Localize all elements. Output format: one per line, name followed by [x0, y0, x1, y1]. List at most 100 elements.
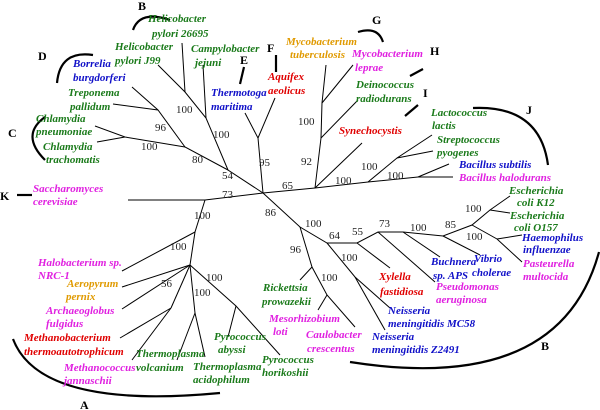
taxon-label: Aquifex aeolicus [267, 71, 305, 97]
taxon-label-line: pylori J99 [114, 55, 161, 67]
bootstrap-value: 73 [222, 189, 234, 201]
taxon-label: Synechocystis [339, 125, 402, 137]
edge [489, 209, 511, 214]
bootstrap-value: 100 [341, 252, 358, 264]
taxon-label: Vibrio cholerae [472, 253, 511, 279]
clade-letter: D [38, 49, 47, 63]
edge [314, 142, 363, 189]
bootstrap-value: 65 [282, 180, 294, 192]
clade-letter: I [423, 86, 428, 100]
clade-bracket-h [409, 68, 424, 77]
clade-bracket-e [238, 66, 246, 85]
edge [119, 307, 172, 339]
bootstrap-value: 64 [329, 230, 341, 242]
edge [402, 231, 441, 258]
taxon-label-line: Pseudomonas [436, 281, 499, 293]
bootstrap-value: 100 [298, 116, 315, 128]
taxon-label-line: multocida [523, 271, 569, 283]
taxon-label: Borrelia burgdorferi [72, 58, 127, 84]
edge [202, 64, 207, 119]
edge [320, 99, 359, 139]
taxon-label: Buchnera sp. APS [430, 256, 477, 282]
edge [317, 294, 328, 311]
taxon-label-line: Rickettsia [262, 282, 308, 294]
taxon-label-line: Bacillus halodurans [458, 172, 551, 184]
taxon-label-line: Saccharomyces [33, 183, 103, 195]
bootstrap-value: 100 [206, 272, 223, 284]
taxon-label-line: Halobacterium sp. [37, 257, 122, 269]
taxon-label-line: burgdorferi [73, 72, 127, 84]
taxon-label-line: tuberculosis [290, 49, 345, 61]
taxon-label-line: coli K12 [517, 197, 555, 209]
taxon-label: Caulobacter crescentus [306, 329, 362, 355]
taxon-label-line: pyogenes [436, 147, 479, 159]
taxon-label-line: Borrelia [72, 58, 111, 70]
bootstrap-value: 100 [194, 210, 211, 222]
edge [131, 307, 172, 361]
taxon-label-line: Vibrio [474, 253, 503, 265]
clade-letter: H [430, 44, 440, 58]
bootstrap-value: 100 [466, 231, 483, 243]
taxon-label-line: Mycobacterium [285, 36, 357, 48]
clade-bracket-d [55, 53, 94, 84]
taxon-label-line: pallidum [69, 101, 111, 113]
edge [121, 264, 191, 310]
edge [157, 64, 264, 194]
taxon-label-line: maritima [211, 101, 253, 113]
taxon-label-line: meningitidis Z2491 [372, 344, 460, 356]
taxon-label-line: volcanium [136, 362, 184, 374]
clade-letter: G [372, 13, 381, 27]
taxon-label-line: Escherichia [508, 185, 564, 197]
taxon-label-line: Campylobacter [191, 43, 260, 55]
taxon-label-line: Lactococcus [430, 107, 487, 119]
taxon-label-line: Mycobacterium [351, 48, 423, 60]
bootstrap-value: 100 [410, 222, 427, 234]
taxon-label-line: crescentus [307, 343, 355, 355]
taxon-label-line: Thermoplasma [136, 348, 205, 360]
taxon-label-line: radiodurans [356, 93, 412, 105]
edge [170, 264, 191, 309]
taxon-label-line: Chlamydia [36, 113, 86, 125]
taxon-label: Halobacterium sp.NRC-1 [37, 257, 122, 282]
clade-bracket-b-upper [131, 15, 171, 31]
taxon-label-line: coli O157 [514, 222, 558, 234]
clade-bracket-i [404, 104, 419, 117]
edge [112, 103, 159, 111]
taxon-label: Helicobacter pylori 26695 [147, 13, 209, 40]
clade-bracket-g [357, 29, 385, 43]
taxon-label-line: aeolicus [268, 85, 305, 97]
edge [189, 264, 206, 358]
clade-brackets [11, 15, 600, 398]
bootstrap-value: 80 [192, 154, 204, 166]
tree-edges [94, 42, 523, 361]
taxon-label-line: Helicobacter [147, 13, 207, 25]
bootstrap-value: 100 [213, 129, 230, 141]
taxon-label-line: loti [273, 326, 289, 338]
clade-bracket-a [11, 338, 221, 398]
taxon-label-line: Treponema [68, 87, 120, 99]
taxon-label-line: jejuni [193, 57, 222, 69]
taxon-label-line: thermoautotrophicum [24, 346, 124, 358]
taxon-label-line: Helicobacter [114, 41, 174, 53]
clade-letter: B [138, 0, 146, 13]
edge [244, 112, 264, 194]
taxon-label-line: Neisseria [371, 331, 415, 343]
taxon-label-line: Pyrococcus [214, 331, 266, 343]
bootstrap-value: 100 [141, 141, 158, 153]
edge [121, 231, 196, 272]
taxon-label-line: meningitidis MC58 [388, 318, 476, 330]
